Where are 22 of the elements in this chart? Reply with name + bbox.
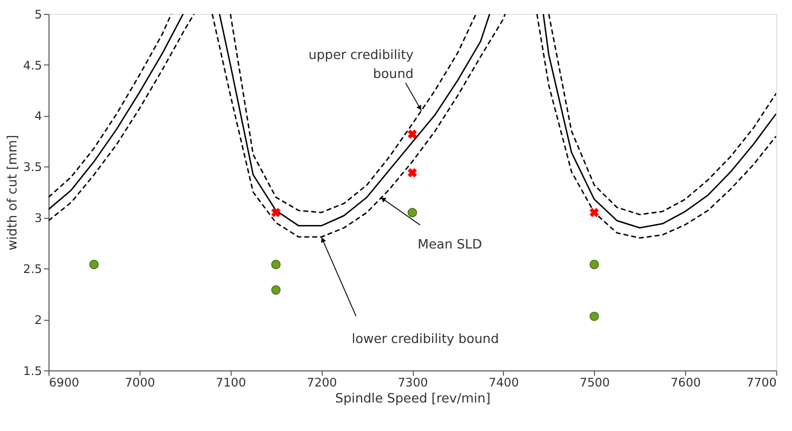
y-tick-label: 2.5 xyxy=(23,262,42,276)
x-tick-label: 6900 xyxy=(49,376,80,390)
y-tick-label: 1.5 xyxy=(23,364,42,378)
y-tick-label: 3.5 xyxy=(23,160,42,174)
annotation: lower credibility bound xyxy=(352,332,499,347)
y-tick-label: 4.5 xyxy=(23,58,42,72)
x-tick-label: 7300 xyxy=(398,376,428,390)
x-axis-title: Spindle Speed [rev/min] xyxy=(335,392,490,407)
x-tick-label: 7500 xyxy=(580,376,610,390)
x-tick-label: 7400 xyxy=(488,376,519,390)
y-tick-label: 3 xyxy=(34,211,42,226)
x-tick-label: 7200 xyxy=(306,376,337,390)
annotation: upper credibility bound xyxy=(308,48,414,82)
y-tick-label: 5 xyxy=(34,7,42,22)
x-tick-label: 7700 xyxy=(746,376,777,390)
annotation: Mean SLD xyxy=(418,238,482,253)
y-tick-label: 4 xyxy=(34,109,42,124)
x-tick-label: 7100 xyxy=(216,376,246,390)
y-tick-label: 2 xyxy=(34,312,42,327)
x-tick-label: 7600 xyxy=(670,376,701,390)
y-axis-title: width of cut [mm] xyxy=(5,134,20,250)
x-tick-label: 7000 xyxy=(124,376,156,390)
